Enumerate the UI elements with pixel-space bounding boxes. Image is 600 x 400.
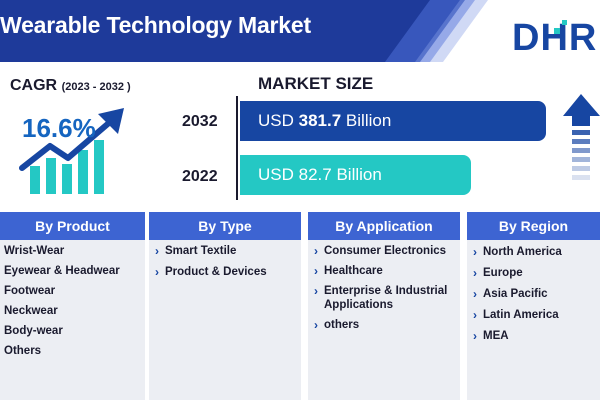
chevron-right-icon: › <box>473 329 477 343</box>
cagr-period: (2023 - 2032 ) <box>61 81 131 93</box>
bar-2032: USD 381.7 Billion <box>240 101 546 141</box>
axis-divider <box>236 96 238 200</box>
cagr-title: CAGR <box>10 77 58 94</box>
segment-list: › Consumer Electronics › Healthcare › Enter… <box>308 240 460 400</box>
segment-list: › Smart Textile › Product & Devices <box>149 240 301 400</box>
logo-text: DHR <box>512 17 597 56</box>
chevron-right-icon: › <box>155 265 159 279</box>
up-arrow-icon <box>563 94 600 180</box>
item-label: Enterprise & Industrial Applications <box>324 285 448 311</box>
segment-column-type: By Type › Smart Textile › Product & Device… <box>149 212 301 400</box>
item-label: Healthcare <box>324 265 383 277</box>
bar-label-value: 82.7 <box>298 165 332 184</box>
chevron-right-icon: › <box>314 244 318 258</box>
dhr-logo: DHR <box>512 17 597 56</box>
list-item: Neckwear <box>4 304 139 318</box>
item-label: Product & Devices <box>165 266 267 278</box>
list-item: › Consumer Electronics <box>314 244 454 258</box>
bar-label-suffix: Billion <box>345 111 392 130</box>
item-label: Neckwear <box>4 305 58 317</box>
chevron-right-icon: › <box>314 284 318 298</box>
year-label-2022: 2022 <box>182 168 218 185</box>
item-label: others <box>324 319 360 331</box>
bar-label-value: 381.7 <box>298 111 342 130</box>
item-label: Body-wear <box>4 325 63 337</box>
chevron-right-icon: › <box>473 245 477 259</box>
item-label: Latin America <box>483 309 559 321</box>
chevron-right-icon: › <box>155 244 159 258</box>
market-size-title: MARKET SIZE <box>258 74 374 93</box>
list-item: › others <box>314 318 454 332</box>
list-item: › Healthcare <box>314 264 454 278</box>
list-item: › Latin America <box>473 308 594 322</box>
item-label: Eyewear & Headwear <box>4 265 120 277</box>
item-label: Smart Textile <box>165 245 237 257</box>
list-item: Eyewear & Headwear <box>4 264 139 278</box>
cagr-value: 16.6% <box>22 113 96 143</box>
item-label: Europe <box>483 267 523 279</box>
chevron-right-icon: › <box>473 266 477 280</box>
list-item: › MEA <box>473 329 594 343</box>
chevron-right-icon: › <box>314 264 318 278</box>
page-title: Wearable Technology Market <box>0 12 311 38</box>
item-label: Footwear <box>4 285 56 297</box>
segment-column-product: By Product Wrist-Wear Eyewear & Headwear… <box>0 212 145 400</box>
list-item: › Product & Devices <box>155 265 295 279</box>
item-label: Wrist-Wear <box>4 245 65 257</box>
list-item: Body-wear <box>4 324 139 338</box>
cagr-label: CAGR (2023 - 2032 ) <box>10 77 131 95</box>
segment-list: › North America › Europe › Asia Pacific › La… <box>467 240 600 400</box>
header-banner: Wearable Technology Market DHR <box>0 0 600 62</box>
list-item: Others <box>4 344 139 358</box>
segment-list: Wrist-Wear Eyewear & Headwear Footwear N… <box>0 240 145 400</box>
list-item: Wrist-Wear <box>4 244 139 258</box>
item-label: Asia Pacific <box>483 288 548 300</box>
segment-column-region: By Region › North America › Europe › Asia P… <box>467 212 600 400</box>
list-item: › North America <box>473 245 594 259</box>
segment-heading: By Application <box>308 212 460 240</box>
year-label-2032: 2032 <box>182 113 218 130</box>
segment-heading: By Region <box>467 212 600 240</box>
item-label: Others <box>4 345 42 357</box>
segment-column-application: By Application › Consumer Electronics › He… <box>308 212 460 400</box>
list-item: › Asia Pacific <box>473 287 594 301</box>
bar-label-suffix: Billion <box>336 165 382 184</box>
bar-2022: USD 82.7 Billion <box>240 155 471 195</box>
item-label: MEA <box>483 330 509 342</box>
list-item: › Enterprise & Industrial Applications <box>314 284 454 312</box>
list-item: Footwear <box>4 284 139 298</box>
bar-label-prefix: USD <box>258 111 294 130</box>
bar-label-prefix: USD <box>258 165 294 184</box>
list-item: › Smart Textile <box>155 244 295 258</box>
segment-heading: By Type <box>149 212 301 240</box>
chevron-right-icon: › <box>473 308 477 322</box>
item-label: North America <box>483 246 562 258</box>
list-item: › Europe <box>473 266 594 280</box>
item-label: Consumer Electronics <box>324 245 447 257</box>
chevron-right-icon: › <box>314 318 318 332</box>
chevron-right-icon: › <box>473 287 477 301</box>
growth-chart-icon <box>19 108 124 194</box>
segment-heading: By Product <box>0 212 145 240</box>
header-band <box>0 0 488 62</box>
